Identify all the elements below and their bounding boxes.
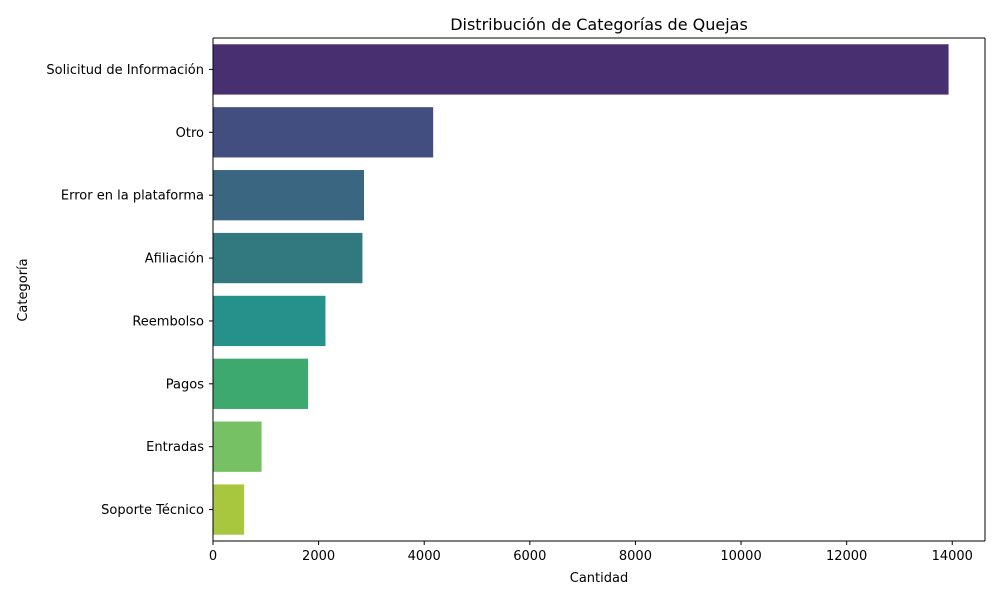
y-tick-label: Afiliación <box>145 252 204 267</box>
x-ticks: 0 2000 4000 6000 8000 10000 12000 14000 <box>209 541 973 564</box>
x-tick-label: 12000 <box>826 549 867 564</box>
y-axis-label: Categoría <box>16 258 31 321</box>
y-tick-label: Otro <box>176 126 204 141</box>
x-tick-label: 14000 <box>932 549 973 564</box>
y-ticks: Solicitud de Información Otro Error en la … <box>46 63 213 518</box>
axes-layer <box>212 37 986 542</box>
y-tick-label: Soporte Técnico <box>101 503 204 518</box>
chart-title: Distribución de Categorías de Quejas <box>450 15 748 34</box>
bars-layer <box>213 44 949 535</box>
bar <box>213 232 363 284</box>
y-tick-label: Solicitud de Información <box>46 63 204 78</box>
x-tick-label: 4000 <box>408 549 441 564</box>
x-tick-label: 6000 <box>513 549 546 564</box>
x-tick-label: 8000 <box>619 549 652 564</box>
bar <box>213 170 365 221</box>
y-tick-label: Reembolso <box>132 314 204 329</box>
x-tick-label: 0 <box>209 549 217 564</box>
bar <box>213 358 309 409</box>
x-tick-label: 2000 <box>302 549 335 564</box>
bar <box>213 44 949 95</box>
y-tick-label: Error en la plataforma <box>61 189 204 204</box>
bar <box>213 107 434 158</box>
x-tick-label: 10000 <box>720 549 761 564</box>
bar <box>213 484 245 535</box>
y-tick-label: Entradas <box>146 440 204 455</box>
bar <box>213 295 326 347</box>
y-tick-label: Pagos <box>166 377 204 392</box>
x-axis-label: Cantidad <box>570 571 628 586</box>
bar <box>213 421 262 472</box>
